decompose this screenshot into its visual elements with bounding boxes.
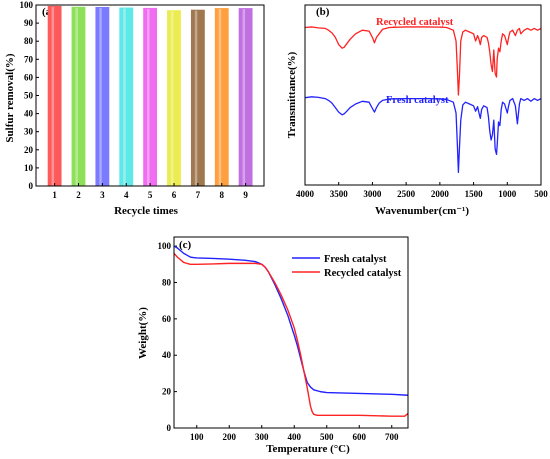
x-tick-label: 600 bbox=[353, 432, 367, 442]
x-tick-label: 2000 bbox=[431, 189, 450, 199]
panel-c-x-axis-label: Temperature (°C) bbox=[266, 443, 350, 455]
y-tick-label: 10 bbox=[24, 163, 34, 173]
legend-recycled-label: Recycled catalyst bbox=[324, 268, 402, 279]
bar-recycle-7 bbox=[190, 9, 205, 186]
bar-highlight-7 bbox=[194, 10, 198, 186]
panel-a-y-axis-label: Sulfur removal(%) bbox=[4, 53, 16, 142]
x-tick-label: 400 bbox=[288, 432, 302, 442]
x-tick-label: 2 bbox=[76, 190, 81, 200]
x-tick-label: 100 bbox=[190, 432, 204, 442]
x-tick-label: 300 bbox=[255, 432, 269, 442]
x-tick-label: 200 bbox=[223, 432, 237, 442]
x-tick-label: 1500 bbox=[465, 189, 484, 199]
panel-b-fresh-series-label: Fresh catalyst bbox=[386, 95, 449, 106]
bar-recycle-3 bbox=[95, 6, 110, 186]
bar-highlight-1 bbox=[51, 6, 55, 186]
x-tick-label: 4 bbox=[124, 190, 129, 200]
bar-highlight-4 bbox=[123, 8, 126, 187]
y-tick-label: 70 bbox=[24, 54, 34, 64]
panel-c-legend: Fresh catalyst Recycled catalyst bbox=[292, 254, 402, 279]
recycled-catalyst-tga-line bbox=[173, 252, 409, 417]
bar-recycle-1 bbox=[47, 5, 62, 186]
y-tick-label: 90 bbox=[24, 18, 34, 28]
panel-b-recycled-series-label: Recycled catalyst bbox=[376, 17, 454, 28]
y-tick-label: 80 bbox=[162, 277, 172, 287]
panel-b-x-axis-label: Wavenumber(cm⁻¹) bbox=[375, 205, 469, 217]
bar-recycle-2 bbox=[71, 6, 86, 187]
x-tick-label: 1000 bbox=[498, 189, 517, 199]
x-tick-label: 4000 bbox=[296, 189, 315, 199]
y-tick-label: 0 bbox=[29, 181, 34, 191]
panel-b-y-axis-label: Transmittance(%) bbox=[286, 51, 298, 138]
x-tick-label: 700 bbox=[385, 432, 399, 442]
x-tick-label: 3 bbox=[100, 190, 105, 200]
x-tick-label: 1 bbox=[52, 190, 57, 200]
bar-recycle-4 bbox=[119, 7, 134, 187]
panel-a-sulfur-removal-bar-chart: (a) Sulfur removal(%) Recycle times 0102… bbox=[4, 0, 265, 217]
bar-highlight-9 bbox=[242, 9, 246, 186]
y-tick-label: 0 bbox=[167, 423, 172, 433]
panel-b-ftir-spectra: (b) Transmittance(%) Wavenumber(cm⁻¹) 40… bbox=[286, 4, 548, 217]
y-tick-label: 50 bbox=[24, 91, 34, 101]
recycled-catalyst-spectrum-line bbox=[304, 26, 542, 96]
x-tick-label: 3000 bbox=[363, 189, 382, 199]
y-tick-label: 60 bbox=[24, 72, 34, 82]
x-tick-label: 2500 bbox=[397, 189, 416, 199]
panel-a-x-axis-label: Recycle times bbox=[114, 205, 179, 217]
bar-highlight-3 bbox=[99, 7, 102, 186]
panel-c-y-axis-label: Weight(%) bbox=[137, 307, 149, 359]
bar-highlight-2 bbox=[75, 7, 78, 187]
bar-recycle-5 bbox=[143, 7, 158, 187]
x-tick-label: 500 bbox=[320, 432, 334, 442]
bar-highlight-8 bbox=[218, 9, 222, 186]
y-tick-label: 40 bbox=[24, 109, 34, 119]
panel-b-label: (b) bbox=[316, 6, 330, 18]
bar-recycle-6 bbox=[167, 10, 181, 186]
y-tick-label: 100 bbox=[158, 241, 172, 251]
panel-b-plot-frame bbox=[304, 4, 542, 186]
bar-recycle-9 bbox=[238, 8, 253, 186]
y-tick-label: 100 bbox=[20, 0, 34, 10]
panel-a-plot-frame bbox=[35, 4, 265, 187]
x-tick-label: 5 bbox=[148, 190, 153, 200]
y-tick-label: 80 bbox=[24, 36, 34, 46]
bar-recycle-8 bbox=[214, 8, 229, 186]
x-tick-label: 7 bbox=[196, 190, 201, 200]
y-tick-label: 40 bbox=[162, 350, 172, 360]
y-tick-label: 20 bbox=[162, 387, 172, 397]
bar-highlight-6 bbox=[170, 11, 174, 186]
x-tick-label: 9 bbox=[243, 190, 248, 200]
y-tick-label: 60 bbox=[162, 314, 172, 324]
x-tick-label: 8 bbox=[219, 190, 224, 200]
x-tick-label: 3500 bbox=[330, 189, 349, 199]
bar-highlight-5 bbox=[147, 8, 150, 187]
fresh-catalyst-spectrum-line bbox=[304, 96, 542, 174]
x-tick-label: 6 bbox=[172, 190, 177, 200]
panel-c-label: (c) bbox=[179, 239, 192, 251]
y-tick-label: 30 bbox=[24, 127, 34, 137]
panel-c-plot-frame bbox=[173, 236, 409, 429]
legend-fresh-label: Fresh catalyst bbox=[324, 254, 387, 265]
x-tick-label: 500 bbox=[534, 189, 548, 199]
y-tick-label: 20 bbox=[24, 145, 34, 155]
panel-c-tga-chart: (c) Weight(%) Temperature (°C) 0 20 40 60 80… bbox=[137, 236, 409, 455]
